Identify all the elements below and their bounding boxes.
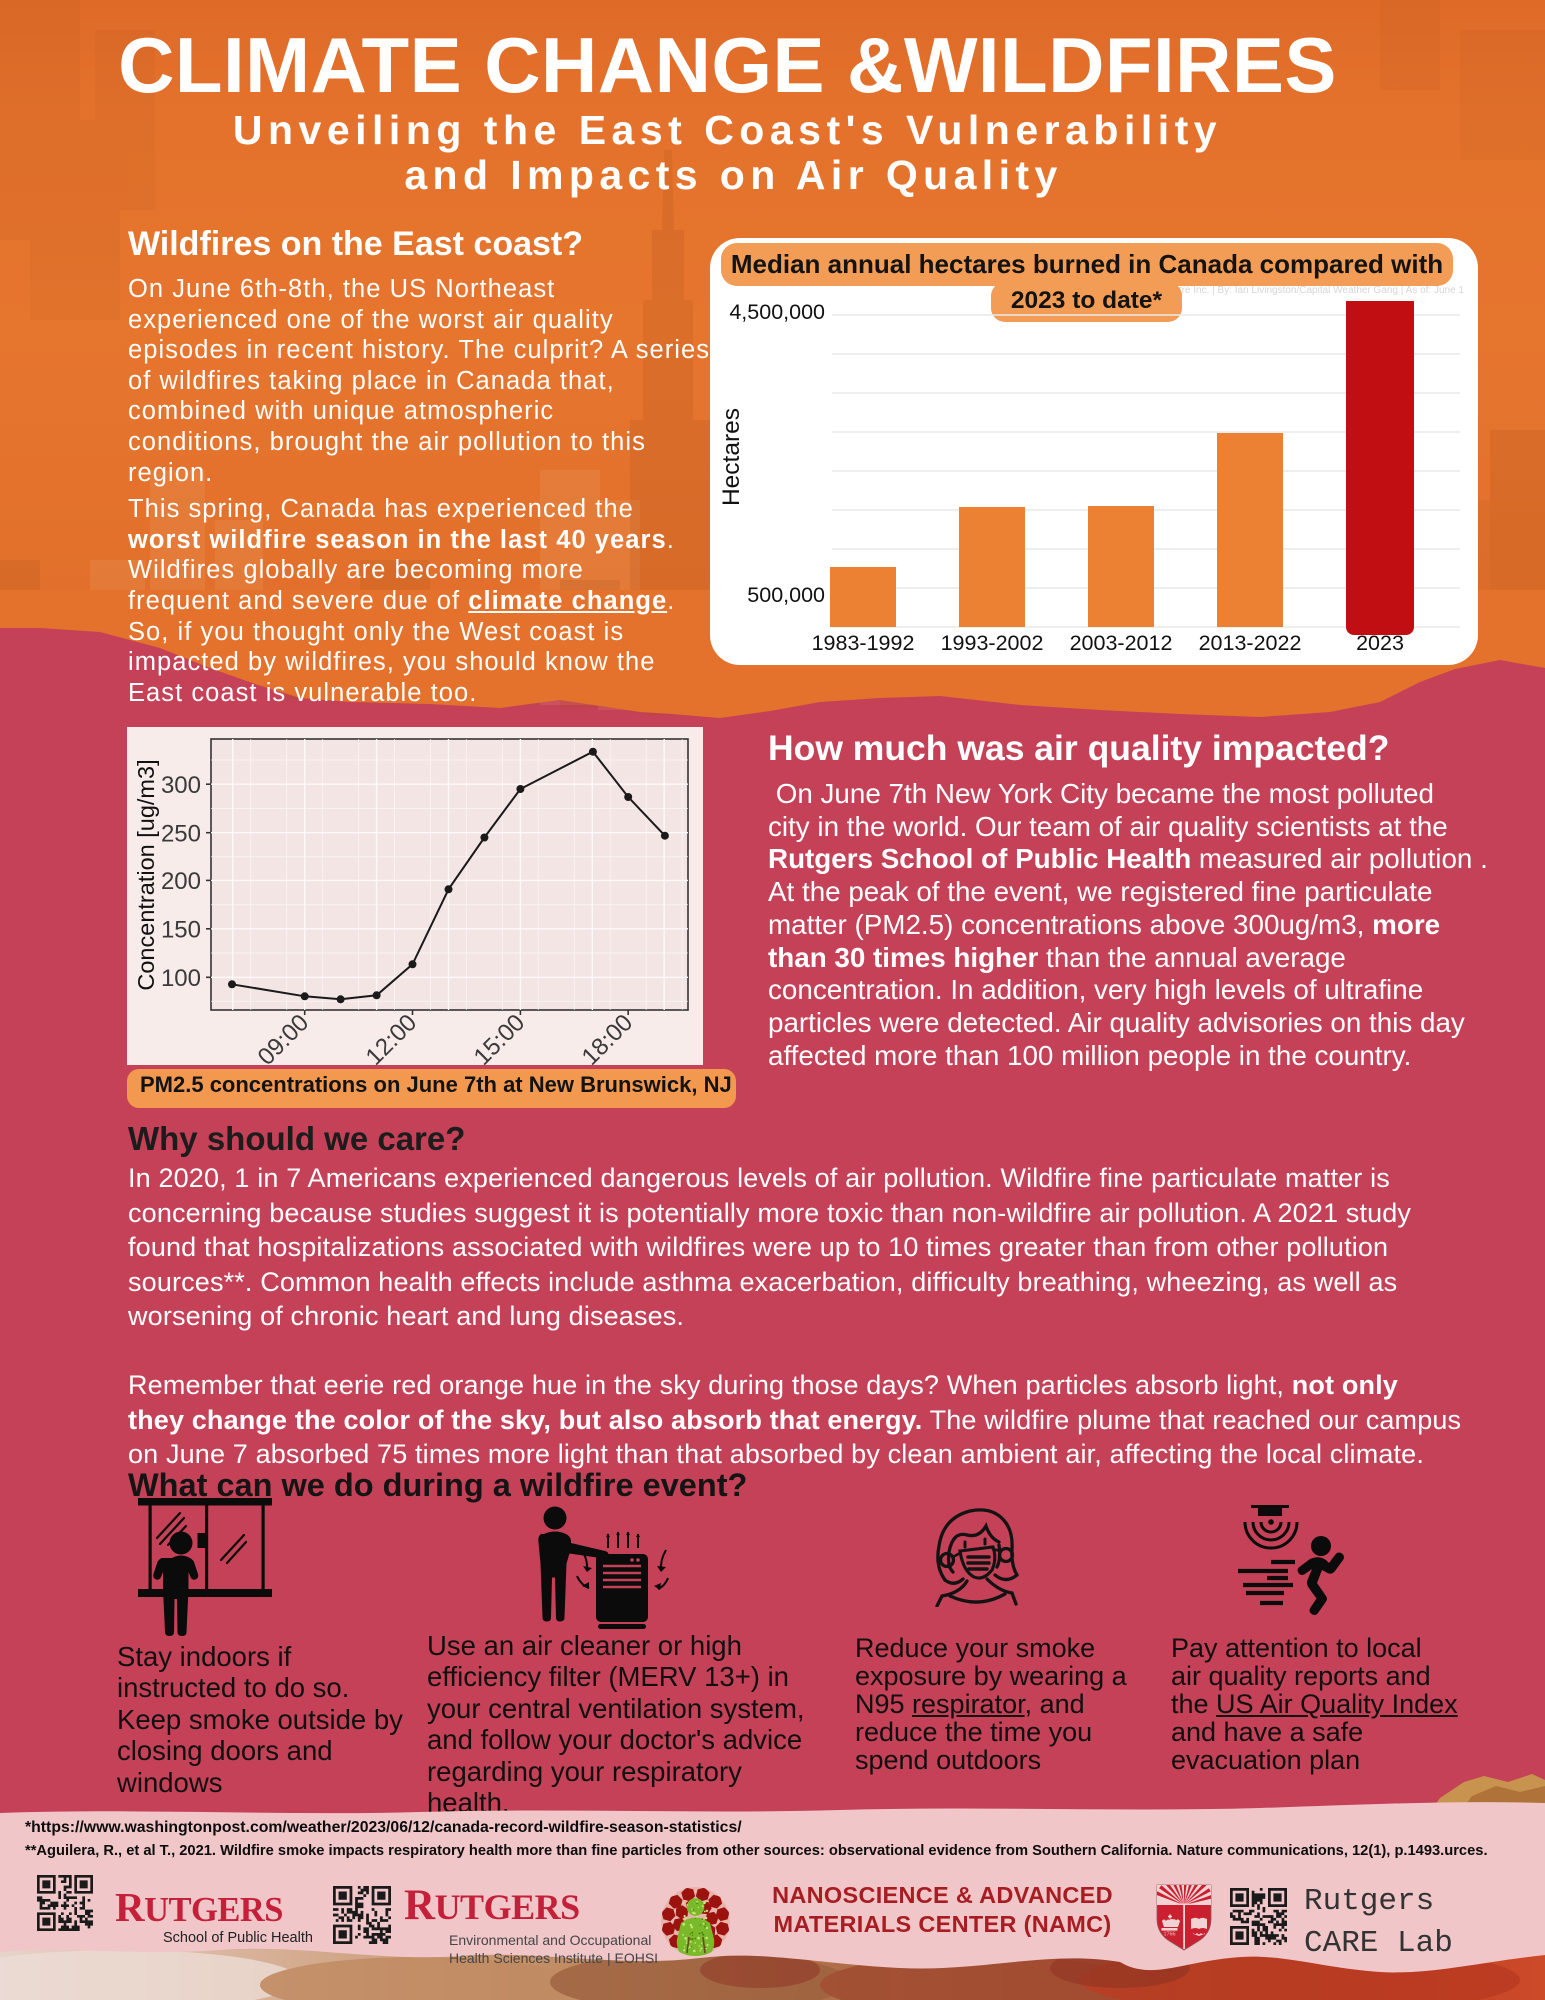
svg-text:Hectares: Hectares bbox=[718, 408, 745, 506]
svg-text:2023: 2023 bbox=[1356, 631, 1404, 655]
svg-text:1983-1992: 1983-1992 bbox=[812, 631, 915, 655]
svg-text:250: 250 bbox=[161, 820, 201, 847]
svg-text:500,000: 500,000 bbox=[747, 583, 825, 607]
svg-text:200: 200 bbox=[161, 868, 201, 895]
svg-text:1993-2002: 1993-2002 bbox=[941, 631, 1044, 655]
svg-text:2003-2012: 2003-2012 bbox=[1070, 631, 1173, 655]
svg-text:1766: 1766 bbox=[1164, 1932, 1176, 1938]
svg-text:2013-2022: 2013-2022 bbox=[1199, 631, 1302, 655]
svg-text:4,500,000: 4,500,000 bbox=[729, 300, 825, 324]
svg-text:150: 150 bbox=[161, 916, 201, 943]
svg-text:300: 300 bbox=[161, 772, 201, 799]
svg-text:100: 100 bbox=[161, 965, 201, 992]
svg-text:Concentration [ug/m3]: Concentration [ug/m3] bbox=[133, 759, 159, 990]
